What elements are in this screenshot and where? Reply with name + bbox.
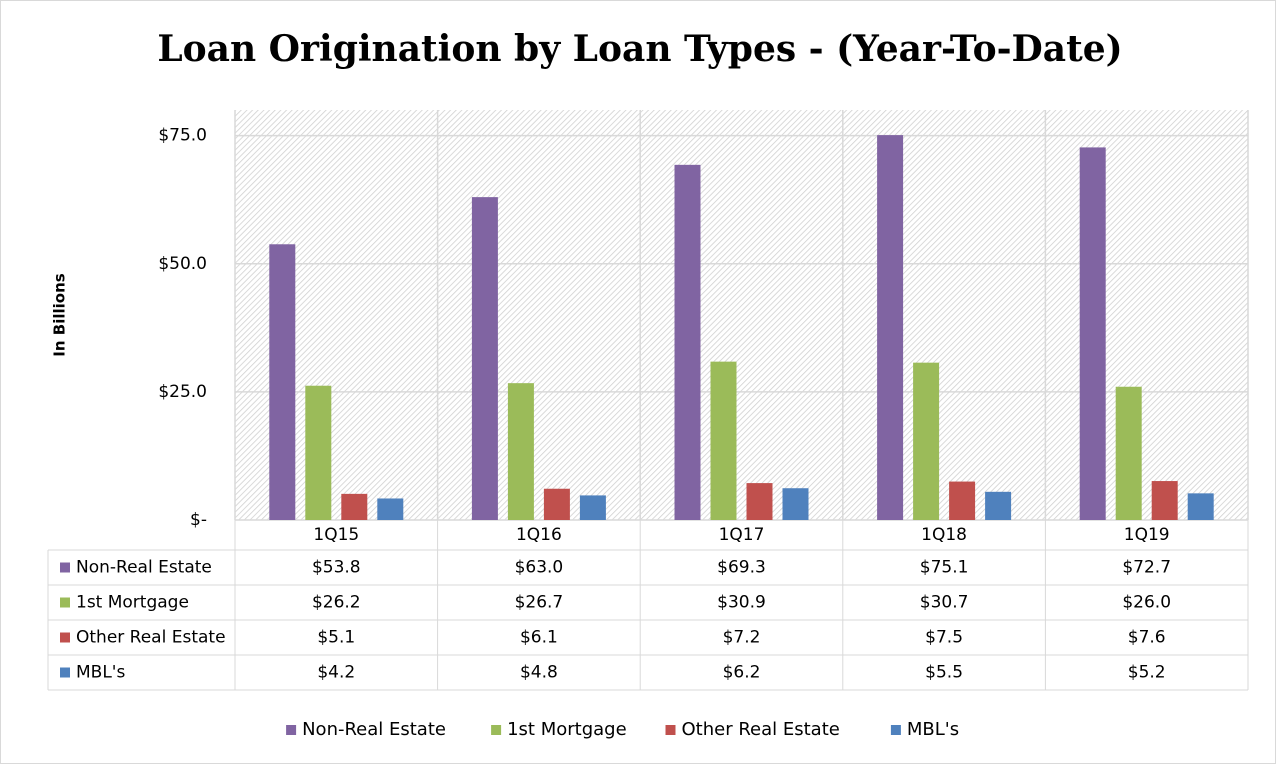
table-cell: $5.5 bbox=[925, 663, 963, 683]
x-tick-label: 1Q19 bbox=[1124, 525, 1170, 545]
table-cell: $26.0 bbox=[1122, 593, 1171, 613]
bar bbox=[746, 483, 773, 520]
x-tick-label: 1Q18 bbox=[921, 525, 967, 545]
table-cell: $6.2 bbox=[723, 663, 761, 683]
bar bbox=[1115, 386, 1142, 520]
table-cell: $6.1 bbox=[520, 628, 558, 648]
table-cell: $75.1 bbox=[920, 558, 969, 578]
table-row-label: 1st Mortgage bbox=[76, 593, 189, 613]
table-row-label: Other Real Estate bbox=[76, 628, 226, 648]
bar bbox=[985, 491, 1012, 520]
bar bbox=[579, 495, 606, 520]
table-legend-key bbox=[60, 562, 70, 573]
legend-label: Other Real Estate bbox=[682, 719, 840, 740]
bar bbox=[674, 164, 701, 520]
bar bbox=[543, 488, 570, 520]
table-cell: $30.9 bbox=[717, 593, 766, 613]
table-cell: $4.8 bbox=[520, 663, 558, 683]
bar bbox=[341, 493, 368, 520]
bar bbox=[1151, 481, 1178, 520]
legend-key bbox=[491, 725, 502, 735]
bar bbox=[1187, 493, 1214, 520]
bar bbox=[877, 135, 904, 521]
table-cell: $7.5 bbox=[925, 628, 963, 648]
chart-title: Loan Origination by Loan Types - (Year-T… bbox=[157, 28, 1122, 70]
table-cell: $5.2 bbox=[1128, 663, 1166, 683]
y-tick-label: $50.0 bbox=[158, 254, 207, 274]
legend-label: 1st Mortgage bbox=[507, 719, 627, 740]
legend-label: MBL's bbox=[907, 719, 959, 740]
bar bbox=[1079, 147, 1106, 520]
y-tick-label: $75.0 bbox=[158, 126, 207, 146]
bar bbox=[710, 361, 737, 520]
table-cell: $69.3 bbox=[717, 558, 766, 578]
bar bbox=[377, 498, 404, 520]
bar bbox=[471, 197, 498, 520]
table-legend-key bbox=[60, 667, 70, 678]
table-cell: $72.7 bbox=[1122, 558, 1171, 578]
x-tick-label: 1Q15 bbox=[313, 525, 359, 545]
bar bbox=[949, 481, 976, 520]
table-cell: $26.7 bbox=[515, 593, 564, 613]
table-cell: $4.2 bbox=[317, 663, 355, 683]
table-cell: $7.2 bbox=[723, 628, 761, 648]
x-tick-label: 1Q17 bbox=[719, 525, 765, 545]
legend-label: Non-Real Estate bbox=[302, 719, 446, 740]
bar bbox=[305, 385, 332, 520]
table-cell: $63.0 bbox=[515, 558, 564, 578]
table-cell: $7.6 bbox=[1128, 628, 1166, 648]
table-cell: $53.8 bbox=[312, 558, 361, 578]
table-cell: $26.2 bbox=[312, 593, 361, 613]
bar bbox=[913, 362, 940, 520]
table-legend-key bbox=[60, 597, 70, 608]
plot-area bbox=[235, 110, 1248, 520]
table-legend-key bbox=[60, 632, 70, 643]
y-tick-label: $25.0 bbox=[158, 382, 207, 402]
legend-key bbox=[890, 725, 901, 735]
table-row-label: MBL's bbox=[76, 663, 125, 683]
y-tick-label: $- bbox=[190, 510, 207, 530]
bar bbox=[269, 244, 296, 520]
bar bbox=[782, 488, 809, 520]
table-row-label: Non-Real Estate bbox=[76, 558, 212, 578]
x-tick-label: 1Q16 bbox=[516, 525, 562, 545]
bar bbox=[507, 383, 534, 520]
legend-key bbox=[286, 725, 297, 735]
legend-key bbox=[665, 725, 676, 735]
y-axis-label: In Billions bbox=[51, 273, 69, 356]
table-cell: $30.7 bbox=[920, 593, 969, 613]
table-cell: $5.1 bbox=[317, 628, 355, 648]
